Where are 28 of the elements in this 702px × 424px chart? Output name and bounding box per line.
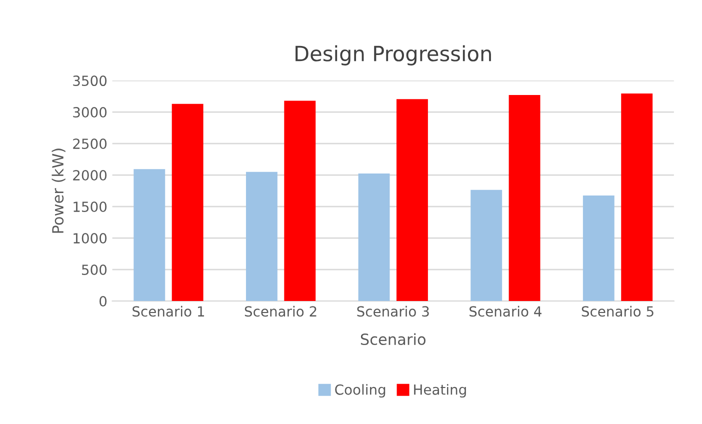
x-axis-title: Scenario <box>360 333 426 346</box>
bar <box>134 169 166 302</box>
bar <box>284 100 316 302</box>
y-tick-label: 3500 <box>73 76 107 86</box>
y-tick-label: 500 <box>82 264 107 276</box>
chart-title: Design Progression <box>296 45 491 66</box>
bar <box>582 196 614 302</box>
bar <box>246 172 278 302</box>
x-tick-label: Scenario 4 <box>470 306 542 317</box>
y-tick-label: 2500 <box>73 138 107 150</box>
x-tick-label: Scenario 3 <box>357 306 429 317</box>
bar <box>470 190 502 302</box>
bar <box>396 99 428 302</box>
y-tick-label: 0 <box>100 296 107 307</box>
y-tick-label: 2000 <box>73 170 107 181</box>
x-tick-label: Scenario 5 <box>582 306 654 317</box>
bar <box>358 173 390 302</box>
y-axis-title: Power (kW) <box>52 148 66 233</box>
legend-label: Cooling <box>335 384 386 398</box>
y-tick-label: 3000 <box>73 107 107 118</box>
x-tick-label: Scenario 1 <box>132 306 204 317</box>
bar <box>621 93 653 302</box>
y-tick-label: 1500 <box>74 202 107 212</box>
y-tick-label: 1000 <box>74 233 107 244</box>
bar <box>172 104 204 302</box>
x-tick-label: Scenario 2 <box>244 306 316 317</box>
legend-label: Heating <box>414 384 466 398</box>
bar <box>508 95 540 302</box>
